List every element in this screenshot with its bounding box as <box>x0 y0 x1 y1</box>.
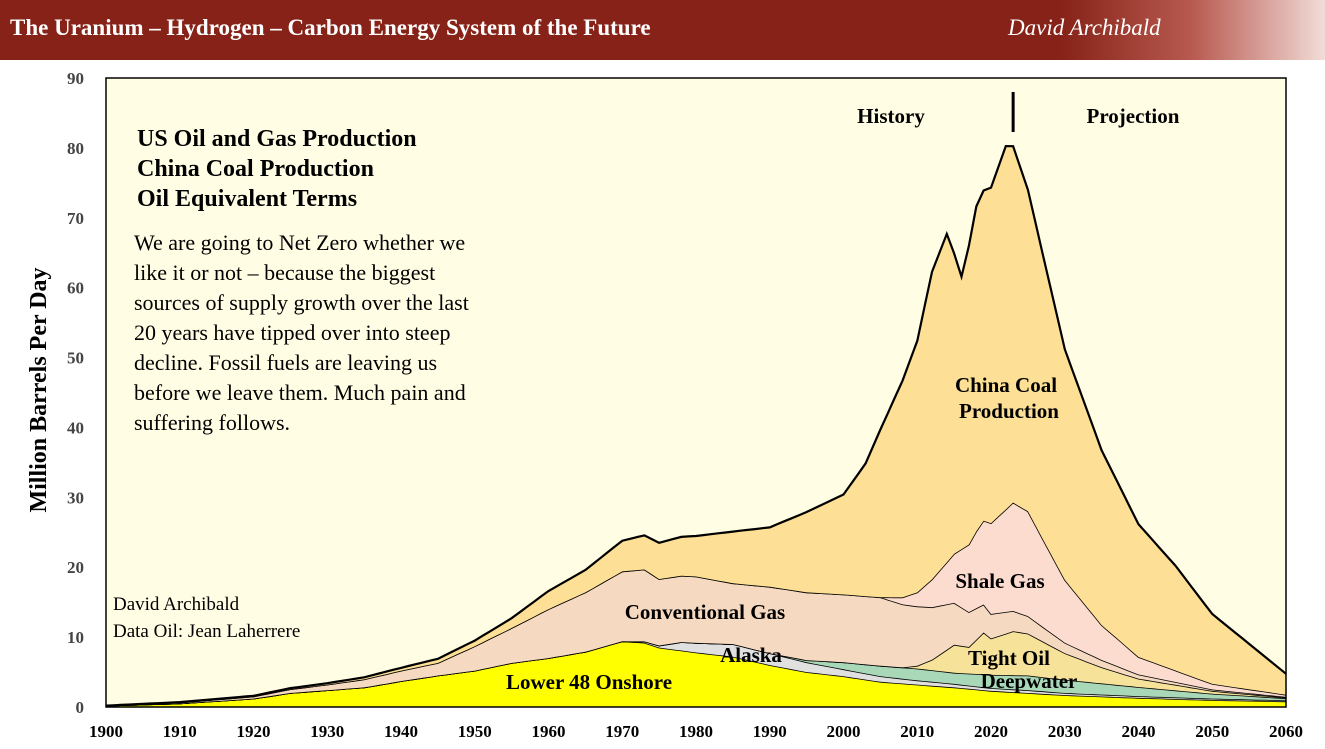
x-axis-ticks: 1900 1910 1920 1930 1940 1950 1960 1970 1980 1990… <box>89 722 1303 741</box>
y-tick-label: 70 <box>67 209 84 228</box>
title-banner: The Uranium – Hydrogen – Carbon Energy S… <box>0 0 1325 60</box>
annotation-line: like it or not – because the biggest <box>134 260 435 285</box>
chart-heading: US Oil and Gas Production China Coal Prod… <box>137 126 417 212</box>
x-tick-label: 2000 <box>827 722 861 741</box>
x-tick-label: 1990 <box>753 722 787 741</box>
annotation-line: We are going to Net Zero whether we <box>134 230 465 255</box>
area-tight-oil <box>106 631 1286 706</box>
line-china-coal-production <box>105 144 1287 707</box>
plot-frame <box>105 77 1287 708</box>
annotation-line: suffering follows. <box>134 410 290 435</box>
history-label: History <box>857 104 925 128</box>
heading-line: China Coal Production <box>137 156 374 182</box>
x-tick-label: 1950 <box>458 722 492 741</box>
x-tick-label: 2050 <box>1195 722 1229 741</box>
x-tick-label: 1980 <box>679 722 713 741</box>
y-tick-label: 10 <box>67 628 84 647</box>
annotation-line: sources of supply growth over the last <box>134 290 469 315</box>
heading-line: Oil Equivalent Terms <box>137 186 357 212</box>
area-china-coal-production <box>106 146 1286 706</box>
projection-label: Projection <box>1087 104 1180 128</box>
x-tick-label: 1940 <box>384 722 418 741</box>
series-label: Tight Oil <box>968 646 1050 670</box>
series-label: Production <box>959 399 1059 423</box>
y-tick-label: 50 <box>67 349 84 368</box>
annotation-line: decline. Fossil fuels are leaving us <box>134 350 437 375</box>
series-label: Alaska <box>720 643 782 667</box>
y-tick-label: 0 <box>76 698 85 717</box>
x-tick-label: 1920 <box>237 722 271 741</box>
annotation-line: 20 years have tipped over into steep <box>134 320 450 345</box>
annotation-line: before we leave them. Much pain and <box>134 380 466 405</box>
y-axis-ticks: 0 10 20 30 40 50 60 70 80 90 <box>67 69 84 717</box>
credit-line: David Archibald <box>113 594 240 615</box>
x-tick-label: 1960 <box>532 722 566 741</box>
series-label: Deepwater <box>981 669 1078 693</box>
x-tick-label: 1910 <box>163 722 197 741</box>
y-tick-label: 80 <box>67 139 84 158</box>
y-tick-label: 90 <box>67 69 84 88</box>
y-tick-label: 20 <box>67 558 84 577</box>
x-tick-label: 2040 <box>1122 722 1156 741</box>
area-shale-gas <box>106 502 1286 706</box>
series-areas <box>105 144 1287 707</box>
author-name: David Archibald <box>1008 15 1161 40</box>
data-credits: David Archibald Data Oil: Jean Laherrere <box>113 594 300 642</box>
x-tick-label: 2020 <box>974 722 1008 741</box>
area-alaska <box>106 641 1286 706</box>
series-label: Conventional Gas <box>625 600 785 624</box>
series-label: Lower 48 Onshore <box>506 670 672 694</box>
x-tick-label: 1930 <box>310 722 344 741</box>
x-tick-label: 2030 <box>1048 722 1082 741</box>
annotation-text: We are going to Net Zero whether we like … <box>134 230 469 435</box>
x-tick-label: 1900 <box>89 722 123 741</box>
series-label: China Coal <box>955 373 1057 397</box>
x-tick-label: 2010 <box>900 722 934 741</box>
x-tick-label: 1970 <box>605 722 639 741</box>
slide-title: The Uranium – Hydrogen – Carbon Energy S… <box>10 15 651 40</box>
area-conventional-gas <box>106 569 1286 706</box>
y-tick-label: 60 <box>67 279 84 298</box>
y-tick-label: 30 <box>67 488 84 507</box>
area-lower-48-onshore <box>106 641 1286 707</box>
heading-line: US Oil and Gas Production <box>137 126 417 152</box>
credit-line: Data Oil: Jean Laherrere <box>113 621 300 642</box>
y-axis-title: Million Barrels Per Day <box>26 267 52 512</box>
series-label: Shale Gas <box>955 569 1044 593</box>
x-tick-label: 2060 <box>1269 722 1303 741</box>
y-tick-label: 40 <box>67 418 84 437</box>
